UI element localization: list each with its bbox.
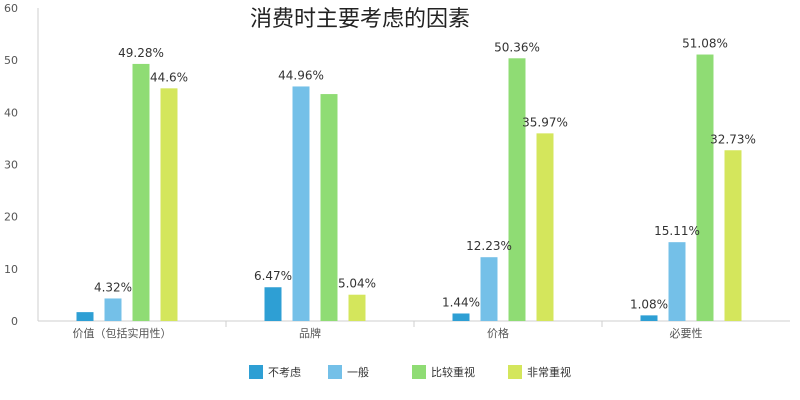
legend-swatch: [249, 365, 263, 379]
bar: [132, 63, 150, 321]
bar-value-label: 44.6%: [150, 70, 188, 84]
legend-label: 一般: [347, 366, 369, 379]
bar: [348, 294, 366, 321]
bar: [160, 88, 178, 321]
y-tick-label: 0: [11, 315, 18, 328]
y-axis-ticks: 0 10 20 30 40 50 60: [4, 2, 18, 328]
legend-swatch: [508, 365, 522, 379]
bar: [76, 312, 94, 321]
y-tick-label: 60: [4, 2, 18, 15]
bar: [536, 133, 554, 321]
bar-value-label: 51.08%: [682, 37, 728, 51]
x-category-label: 必要性: [670, 326, 703, 340]
bar-value-label: 6.47%: [254, 269, 292, 283]
bar-value-label: 5.04%: [338, 277, 376, 291]
bar: [508, 58, 526, 321]
bar-value-label: 1.08%: [630, 297, 668, 311]
bar: [696, 54, 714, 322]
y-tick-label: 10: [4, 263, 18, 276]
y-tick-label: 30: [4, 159, 18, 172]
bar-value-label: 50.36%: [494, 40, 540, 54]
bar: [452, 313, 470, 321]
legend-swatch: [412, 365, 426, 379]
x-category-label: 品牌: [299, 326, 321, 340]
bar: [264, 287, 282, 321]
y-tick-label: 20: [4, 211, 18, 224]
bar-value-label: 12.23%: [466, 239, 512, 253]
bar-value-label: 4.32%: [94, 280, 132, 294]
legend: 不考虑 一般 比较重视 非常重视: [249, 365, 571, 379]
bar-value-label: 15.11%: [654, 224, 700, 238]
x-category-label: 价值（包括实用性）: [73, 326, 172, 340]
y-tick-label: 50: [4, 54, 18, 67]
x-axis-ticks: 价值（包括实用性） 品牌 价格 必要性: [73, 321, 703, 340]
bar-value-label: 1.44%: [442, 295, 480, 309]
bar: [668, 242, 686, 321]
bar-value-label: 49.28%: [118, 46, 164, 60]
chart-title: 消费时主要考虑的因素: [250, 7, 470, 32]
legend-label: 不考虑: [268, 366, 301, 379]
legend-swatch: [328, 365, 342, 379]
x-category-label: 价格: [487, 326, 509, 340]
data-labels-group: 4.32% 49.28% 44.6% 6.47% 44.96% 5.04% 1.44% 12.…: [94, 37, 756, 312]
bar: [104, 298, 122, 321]
bar-value-label: 35.97%: [522, 115, 568, 129]
y-tick-label: 40: [4, 106, 18, 119]
bar-series-group: [76, 54, 742, 322]
bar-value-label: 32.73%: [710, 132, 756, 146]
bar: [292, 86, 310, 321]
legend-label: 比较重视: [431, 365, 475, 379]
bar-value-label: 44.96%: [278, 68, 324, 82]
bar: [724, 150, 742, 321]
legend-label: 非常重视: [527, 365, 571, 379]
bar: [480, 257, 498, 321]
bar: [640, 315, 658, 321]
bar: [320, 94, 338, 321]
